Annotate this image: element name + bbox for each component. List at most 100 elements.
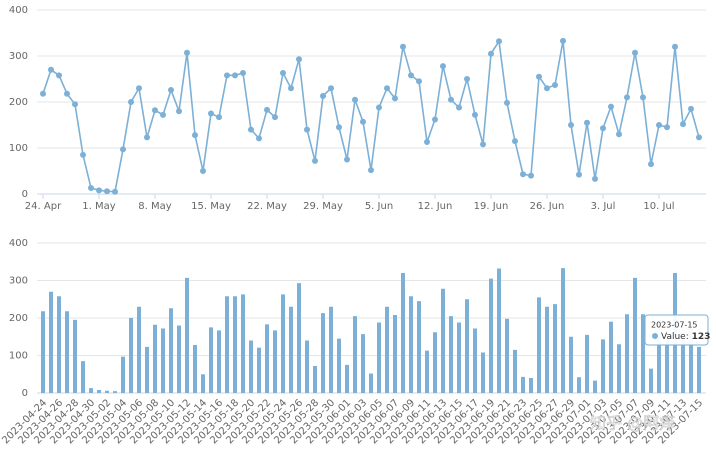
point — [256, 135, 262, 142]
point — [384, 85, 390, 92]
bar — [185, 277, 189, 393]
bar — [625, 314, 629, 393]
point — [576, 171, 582, 178]
point — [568, 122, 574, 128]
point — [40, 90, 46, 97]
y-tick-label: 300 — [9, 51, 28, 62]
bar — [593, 380, 597, 393]
y-tick-label: 100 — [9, 351, 28, 362]
point — [680, 121, 686, 128]
point — [496, 38, 502, 45]
bar — [321, 313, 325, 393]
point — [584, 119, 590, 126]
x-tick-label: 3. Jul — [591, 201, 616, 212]
bar — [193, 345, 197, 393]
point — [240, 70, 246, 77]
bar — [617, 344, 621, 393]
bar — [689, 323, 693, 393]
watermark: 知乎 @阿痒 — [590, 414, 675, 433]
tooltip-series-name: Value — [661, 332, 686, 342]
point — [320, 93, 326, 100]
x-tick-label: 24. Apr — [25, 201, 62, 212]
point — [624, 94, 630, 101]
point — [440, 63, 446, 70]
point — [288, 85, 294, 92]
tooltip-value: 123 — [692, 332, 711, 342]
bar — [513, 349, 517, 393]
bar — [209, 327, 213, 393]
tooltip-text: Value: 123 — [661, 332, 710, 342]
point — [120, 146, 126, 153]
point — [400, 43, 406, 50]
point — [208, 110, 214, 117]
point — [536, 73, 542, 80]
tooltip: 2023-07-15 Value: 123 — [644, 314, 710, 346]
point — [592, 175, 598, 182]
point — [424, 139, 430, 146]
point — [312, 157, 318, 164]
bar — [609, 321, 613, 393]
bar — [41, 311, 45, 393]
x-tick-label: 26. Jun — [530, 201, 565, 212]
bar — [313, 366, 317, 393]
bar — [657, 336, 661, 393]
point — [336, 124, 342, 131]
point — [224, 72, 230, 79]
point — [408, 72, 414, 79]
point — [80, 151, 86, 158]
y-tick-label: 100 — [9, 143, 28, 154]
bar — [545, 306, 549, 393]
point — [296, 56, 302, 63]
point — [304, 126, 310, 133]
bar — [305, 340, 309, 393]
bar — [633, 277, 637, 393]
point — [264, 106, 270, 113]
point — [352, 96, 358, 103]
bar — [289, 306, 293, 393]
y-tick-label: 200 — [9, 97, 28, 108]
point — [544, 85, 550, 92]
point — [232, 72, 238, 79]
bar — [217, 330, 221, 393]
bar — [97, 390, 101, 393]
point — [560, 37, 566, 44]
point — [464, 76, 470, 82]
tooltip-date: 2023-07-15 — [651, 321, 698, 330]
point — [104, 188, 110, 195]
x-tick-label: 5. Jun — [365, 201, 393, 212]
x-tick-label: 15. May — [191, 201, 231, 212]
bar — [449, 316, 453, 393]
point — [520, 171, 526, 178]
point — [136, 85, 142, 92]
x-tick-label: 19. Jun — [474, 201, 509, 212]
point — [184, 49, 190, 56]
tooltip-sep: : — [686, 332, 692, 342]
bar — [377, 322, 381, 393]
point — [472, 111, 478, 118]
point — [632, 49, 638, 56]
bar — [89, 388, 93, 393]
point — [672, 43, 678, 50]
point — [96, 187, 102, 194]
bar — [489, 278, 493, 393]
point — [616, 131, 622, 138]
bar — [129, 318, 133, 393]
bar — [417, 301, 421, 393]
bar — [529, 378, 533, 393]
point — [176, 108, 182, 115]
bar — [225, 296, 229, 393]
point — [280, 70, 286, 77]
bar — [161, 328, 165, 393]
point — [144, 134, 150, 141]
bar — [369, 373, 373, 393]
bar — [681, 336, 685, 393]
point — [128, 99, 134, 105]
bar — [521, 376, 525, 393]
point — [456, 104, 462, 111]
bar — [169, 308, 173, 393]
bar — [353, 316, 357, 393]
bar — [73, 319, 77, 393]
point — [608, 103, 614, 110]
bar — [401, 273, 405, 393]
point — [152, 107, 158, 114]
